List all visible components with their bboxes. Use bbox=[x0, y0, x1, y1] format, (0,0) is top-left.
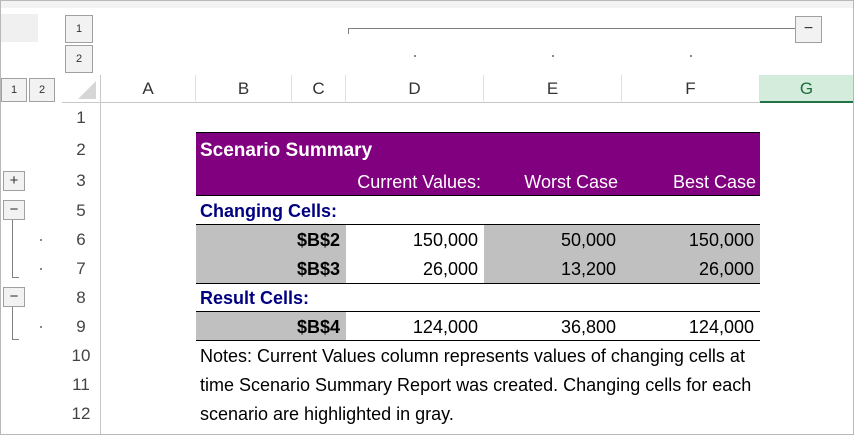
select-all-icon bbox=[78, 81, 96, 99]
row-header[interactable]: 10 bbox=[62, 341, 101, 370]
outline-bracket bbox=[12, 220, 13, 278]
expand-button[interactable]: + bbox=[3, 171, 25, 191]
row-level-button[interactable]: 1 bbox=[1, 78, 27, 102]
row-header[interactable]: 1 bbox=[62, 103, 101, 133]
column-label: Current Values: bbox=[357, 172, 481, 192]
column-level-button[interactable]: 1 bbox=[65, 15, 93, 43]
collapse-button[interactable]: − bbox=[795, 16, 822, 43]
section-label: Changing Cells: bbox=[200, 201, 338, 221]
cell-value: 124,000 bbox=[412, 317, 478, 337]
select-all[interactable] bbox=[62, 75, 101, 103]
column-label: Worst Case bbox=[524, 172, 618, 192]
cell-reference: $B$3 bbox=[296, 259, 340, 279]
column-header[interactable]: E bbox=[484, 75, 622, 103]
outline-dot bbox=[40, 268, 42, 270]
cell-value: 13,200 bbox=[560, 259, 616, 279]
cell-value: 50,000 bbox=[560, 230, 616, 250]
outline-bracket bbox=[348, 28, 349, 34]
border bbox=[196, 340, 760, 341]
outline-bracket bbox=[12, 307, 13, 340]
outline-bracket bbox=[348, 28, 795, 29]
outline-dot bbox=[40, 239, 42, 241]
column-level-button[interactable]: 2 bbox=[65, 45, 93, 73]
cell-value: 150,000 bbox=[412, 230, 478, 250]
note-line: time Scenario Summary Report was created… bbox=[200, 375, 752, 395]
outline-dot bbox=[40, 326, 42, 328]
cell-value: 150,000 bbox=[688, 230, 754, 250]
outline-dot bbox=[552, 55, 554, 57]
row-header[interactable]: 5 bbox=[62, 196, 101, 225]
gray-highlight bbox=[196, 225, 346, 283]
border bbox=[196, 311, 760, 312]
gray-highlight bbox=[484, 225, 760, 283]
gray-highlight bbox=[196, 312, 346, 341]
column-header[interactable]: B bbox=[196, 75, 292, 103]
column-header[interactable]: G bbox=[760, 75, 854, 103]
cell-reference: $B$4 bbox=[296, 317, 340, 337]
note-line: scenario are highlighted in gray. bbox=[200, 404, 454, 424]
cell-value: 124,000 bbox=[688, 317, 754, 337]
row-header[interactable]: 9 bbox=[62, 312, 101, 341]
column-header[interactable]: A bbox=[101, 75, 196, 103]
outline-dot bbox=[414, 55, 416, 57]
row-level-button[interactable]: 2 bbox=[29, 78, 55, 102]
row-header[interactable]: 6 bbox=[62, 225, 101, 254]
section-label: Result Cells: bbox=[200, 288, 310, 308]
cell-reference: $B$2 bbox=[296, 230, 340, 250]
collapse-button[interactable]: − bbox=[3, 287, 25, 307]
name-area bbox=[0, 14, 38, 42]
row-header[interactable]: 7 bbox=[62, 254, 101, 283]
outline-bracket bbox=[12, 339, 19, 340]
row-header[interactable]: 12 bbox=[62, 399, 101, 435]
row-header[interactable]: 11 bbox=[62, 370, 101, 399]
row-header[interactable]: 2 bbox=[62, 133, 101, 166]
row-header[interactable]: 3 bbox=[62, 166, 101, 196]
cell-value: 26,000 bbox=[698, 259, 754, 279]
note-line: Notes: Current Values column represents … bbox=[200, 346, 745, 366]
summary-header-fill bbox=[196, 133, 760, 196]
collapse-button[interactable]: − bbox=[3, 200, 25, 220]
outline-dot bbox=[690, 55, 692, 57]
border bbox=[196, 283, 760, 284]
toolbar-strip bbox=[0, 0, 854, 8]
border bbox=[196, 132, 760, 133]
column-header[interactable]: C bbox=[292, 75, 346, 103]
cell-value: 36,800 bbox=[560, 317, 616, 337]
column-header[interactable]: F bbox=[622, 75, 760, 103]
summary-title: Scenario Summary bbox=[200, 140, 373, 161]
border bbox=[196, 224, 760, 225]
column-header[interactable]: D bbox=[346, 75, 484, 103]
outline-bracket bbox=[12, 277, 19, 278]
column-label: Best Case bbox=[672, 172, 756, 192]
row-header[interactable]: 8 bbox=[62, 283, 101, 312]
cell-value: 26,000 bbox=[422, 259, 478, 279]
border bbox=[196, 195, 760, 196]
